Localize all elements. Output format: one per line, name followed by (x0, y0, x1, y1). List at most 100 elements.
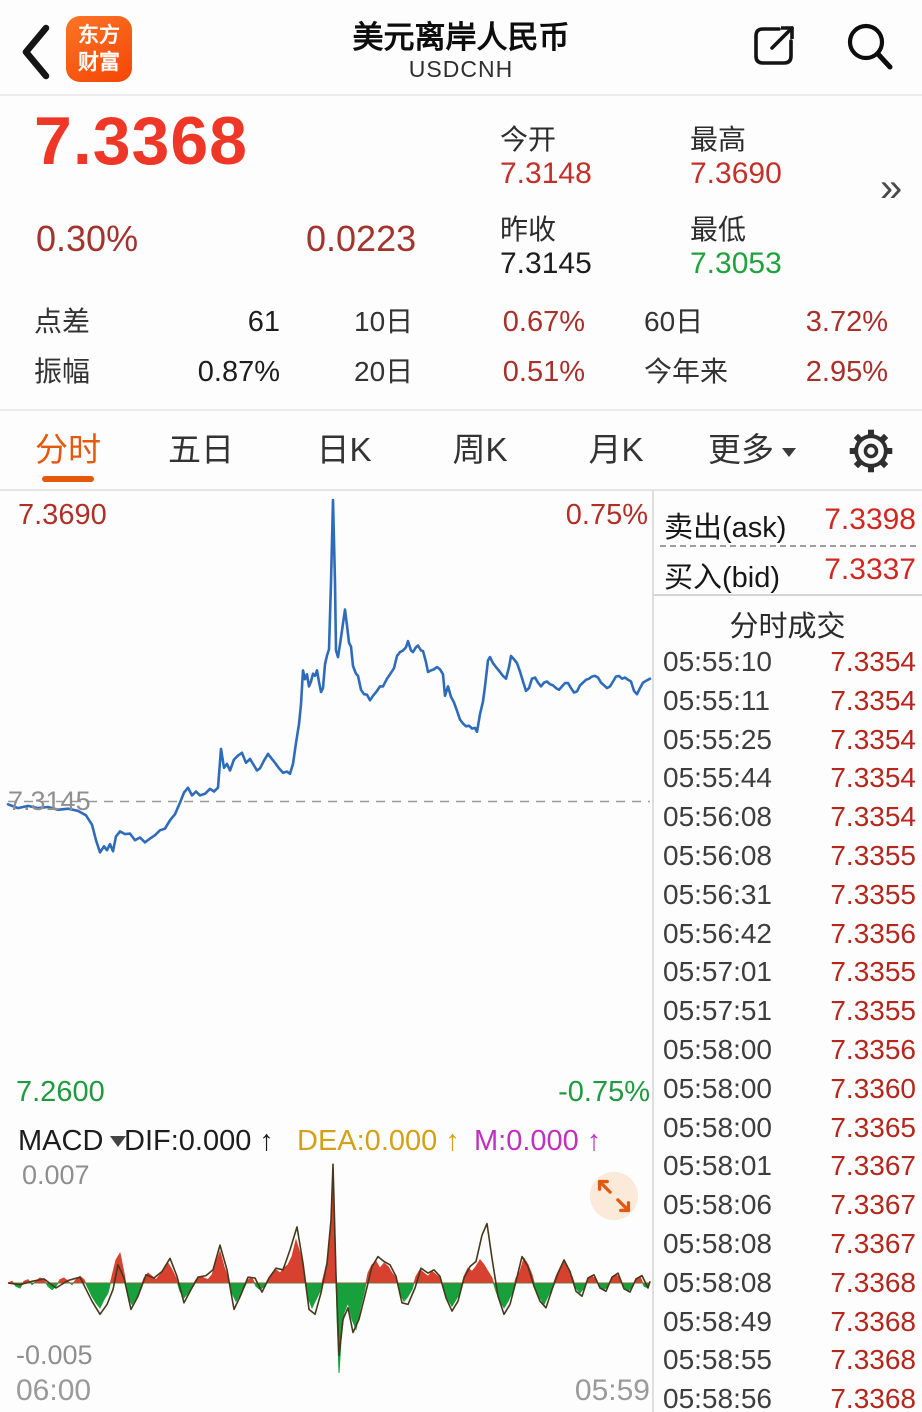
trade-price: 7.3368 (830, 1344, 916, 1376)
metric-label: 60日 (644, 306, 704, 337)
trade-row: 05:56:31 7.3355 (653, 875, 922, 914)
tab-更多[interactable]: 更多 (708, 428, 796, 472)
macd-indicator-label[interactable]: MACD (18, 1125, 104, 1157)
trade-row: 05:56:08 7.3355 (653, 836, 922, 875)
tab-日K[interactable]: 日K (316, 431, 372, 468)
trade-row: 05:58:08 7.3368 (653, 1263, 922, 1302)
trade-time: 05:58:55 (663, 1344, 772, 1376)
trade-price: 7.3365 (830, 1111, 916, 1143)
trade-price: 7.3355 (830, 878, 916, 910)
trade-price: 7.3354 (830, 762, 916, 794)
metric-label: 振幅 (34, 356, 91, 387)
metric-value: 2.95% (805, 356, 888, 388)
trade-row: 05:56:42 7.3356 (653, 914, 922, 953)
expand-quote-chevron-icon[interactable]: » (880, 166, 903, 210)
trade-time: 05:56:08 (663, 801, 772, 833)
logo-text-line2: 财富 (78, 51, 120, 74)
metric-label: 点差 (34, 306, 91, 337)
tab-五日[interactable]: 五日 (168, 431, 234, 468)
stat-high-value: 7.3690 (690, 157, 782, 190)
trade-price: 7.3354 (830, 801, 916, 833)
trade-row: 05:58:00 7.3360 (653, 1069, 922, 1108)
ask-bid-separator (660, 545, 916, 547)
trade-time: 05:55:10 (663, 646, 772, 677)
trade-time: 05:58:01 (663, 1150, 772, 1182)
macd-dif-value: DIF:0.000 ↑ (124, 1125, 274, 1157)
trade-price: 7.3355 (830, 840, 916, 871)
metric-label: 今年来 (644, 356, 729, 387)
trade-price: 7.3355 (830, 956, 916, 988)
stat-open-value: 7.3148 (500, 157, 592, 190)
metric-value: 0.67% (502, 306, 585, 338)
stat-low-value: 7.3053 (690, 247, 782, 280)
trade-row: 05:55:10 7.3354 (653, 642, 922, 681)
trade-price: 7.3367 (830, 1189, 916, 1221)
trade-time: 05:57:01 (663, 956, 772, 988)
trade-time: 05:58:49 (663, 1305, 772, 1337)
chart-min-percent: -0.75% (558, 1076, 650, 1108)
share-icon[interactable] (748, 20, 800, 72)
metric-label: 10日 (354, 306, 414, 337)
trade-row: 05:57:51 7.3355 (653, 991, 922, 1030)
trade-row: 05:58:56 7.3368 (653, 1379, 922, 1412)
trade-price: 7.3354 (830, 646, 916, 677)
gear-icon[interactable] (846, 426, 896, 476)
trade-row: 05:58:01 7.3367 (653, 1146, 922, 1185)
trade-row: 05:58:06 7.3367 (653, 1185, 922, 1224)
stat-prevclose-value: 7.3145 (500, 247, 592, 280)
metric-label: 20日 (354, 356, 414, 387)
trade-time: 05:58:00 (663, 1111, 772, 1143)
tab-月K[interactable]: 月K (588, 431, 644, 468)
trade-row: 05:58:55 7.3368 (653, 1340, 922, 1379)
trade-price: 7.3356 (830, 1034, 916, 1065)
trade-price: 7.3367 (830, 1228, 916, 1259)
trade-time: 05:58:56 (663, 1383, 772, 1412)
macd-dea-value: DEA:0.000 ↑ (297, 1125, 460, 1157)
trade-row: 05:55:25 7.3354 (653, 720, 922, 759)
active-tab-underline (42, 476, 94, 482)
trade-time: 05:56:08 (663, 840, 772, 871)
trade-row: 05:58:00 7.3356 (653, 1030, 922, 1069)
chart-max-label: 7.3690 (18, 499, 107, 531)
fullscreen-expand-icon[interactable] (588, 1170, 640, 1222)
intraday-price-chart[interactable] (0, 490, 652, 1105)
trade-row: 05:58:00 7.3365 (653, 1108, 922, 1147)
trade-price: 7.3368 (830, 1383, 916, 1412)
macd-caret-icon[interactable] (110, 1136, 126, 1147)
trade-time: 05:56:42 (663, 917, 772, 949)
back-icon[interactable] (18, 22, 54, 82)
trade-time: 05:55:44 (663, 762, 772, 794)
trade-time: 05:56:31 (663, 878, 772, 910)
last-price: 7.3368 (34, 103, 248, 179)
panel-divider (652, 490, 654, 1412)
trade-row: 05:57:01 7.3355 (653, 952, 922, 991)
trade-price: 7.3360 (830, 1072, 916, 1104)
trade-time: 05:58:00 (663, 1034, 772, 1065)
stat-high-label: 最高 (690, 124, 747, 155)
trade-time: 05:58:06 (663, 1189, 772, 1221)
trade-row: 05:55:44 7.3354 (653, 758, 922, 797)
trade-row: 05:55:11 7.3354 (653, 681, 922, 720)
trade-row: 05:58:49 7.3368 (653, 1302, 922, 1341)
trade-price: 7.3354 (830, 723, 916, 755)
trade-row: 05:56:08 7.3354 (653, 797, 922, 836)
trade-price: 7.3367 (830, 1150, 916, 1182)
trade-price: 7.3355 (830, 995, 916, 1027)
chart-midline-label: 7.3145 (8, 786, 91, 816)
search-icon[interactable] (842, 18, 898, 74)
metric-value: 61 (247, 306, 280, 338)
metric-value: 0.51% (502, 356, 585, 388)
metric-value: 0.87% (197, 356, 280, 388)
trade-price: 7.3368 (830, 1305, 916, 1337)
trade-time: 05:55:11 (663, 684, 770, 716)
app-logo[interactable]: 东方 财富 (66, 16, 132, 82)
bid-label: 买入(bid) (664, 562, 781, 594)
tab-分时[interactable]: 分时 (35, 431, 101, 468)
tab-周K[interactable]: 周K (452, 431, 508, 468)
more-caret-icon (782, 448, 796, 457)
trade-time: 05:58:08 (663, 1266, 772, 1298)
trade-price: 7.3356 (830, 917, 916, 949)
trade-time: 05:55:25 (663, 723, 772, 755)
macd-chart[interactable] (0, 1160, 652, 1375)
